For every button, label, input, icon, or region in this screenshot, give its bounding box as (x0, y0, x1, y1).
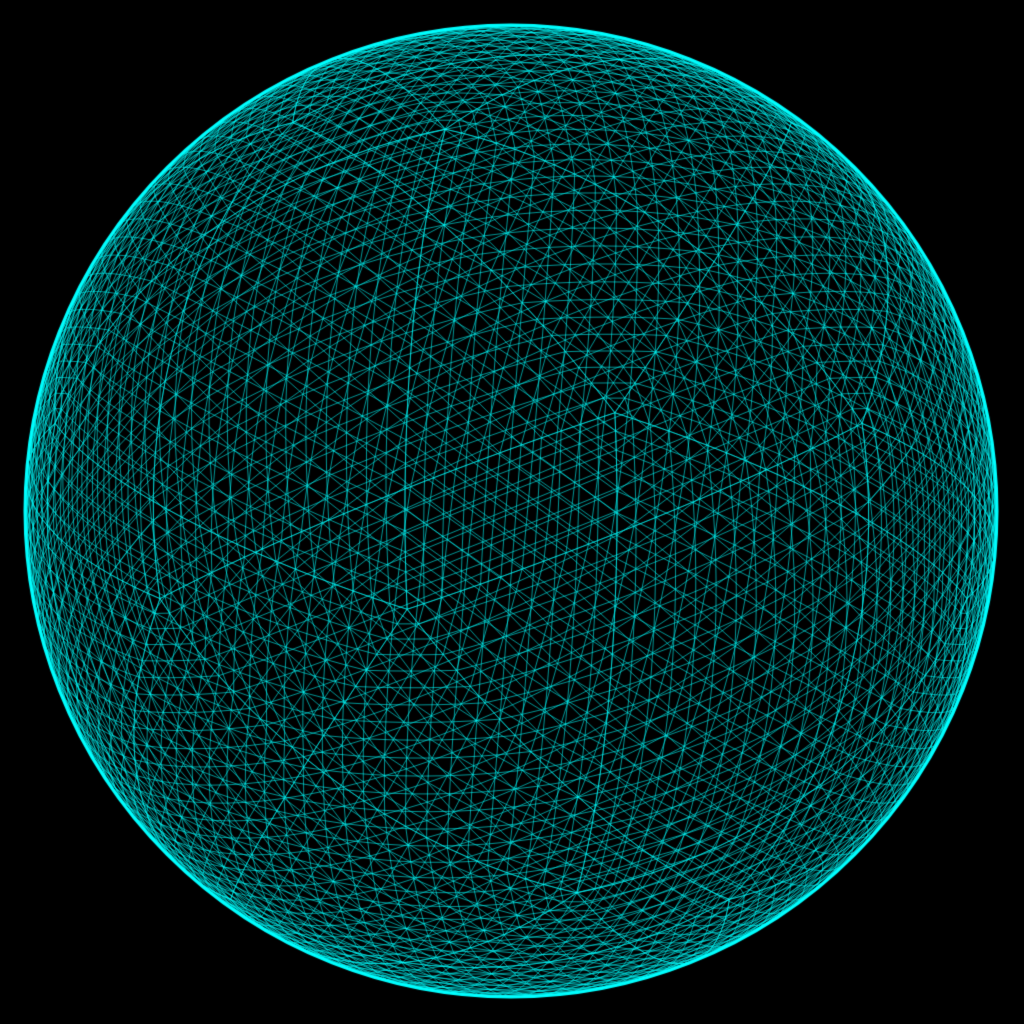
viewport (0, 0, 1024, 1024)
wireframe-sphere-mesh (0, 0, 1024, 1024)
